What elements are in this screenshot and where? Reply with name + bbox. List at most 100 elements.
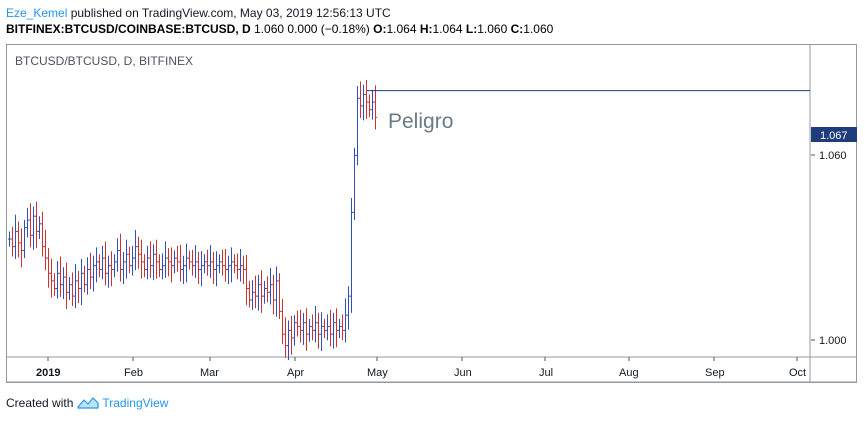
- symbol-name: BITFINEX:BTCUSD/COINBASE:BTCUSD, D: [6, 22, 251, 36]
- ohlc-bar: [17, 221, 20, 258]
- ohlc-bar: [71, 272, 74, 307]
- ohlc-bar: [38, 216, 41, 240]
- publish-line: Eze_Kemel published on TradingView.com, …: [6, 5, 856, 21]
- chart-header: Eze_Kemel published on TradingView.com, …: [6, 5, 856, 37]
- ohlc-bar: [179, 245, 182, 282]
- ohlc-bar: [224, 248, 227, 282]
- ohlc-bar: [287, 320, 290, 361]
- ohlc-bar: [278, 273, 281, 319]
- ohlc-bar: [290, 315, 293, 355]
- ohlc-bar: [233, 254, 236, 274]
- ohlc-bar: [182, 255, 185, 284]
- price-change: 0.000 (−0.18%): [287, 22, 370, 36]
- low-value: 1.060: [477, 22, 508, 36]
- time-tick-sep: Sep: [705, 367, 725, 379]
- ohlc-bar: [32, 206, 35, 250]
- high-label: H:: [419, 22, 433, 36]
- ohlc-bar: [44, 229, 47, 271]
- footer: Created with TradingView: [6, 396, 168, 410]
- ohlc-bar: [299, 309, 302, 343]
- ohlc-bar: [347, 286, 350, 330]
- price-chart[interactable]: BTCUSD/BTCUSD, D, BITFINEX Peligro 1.067…: [7, 45, 857, 382]
- hline-price-label-bg: [811, 127, 857, 142]
- hline-price-label: 1.067: [820, 130, 848, 142]
- tradingview-logo-icon: [77, 397, 99, 409]
- ohlc-bar: [269, 267, 272, 305]
- ohlc-bar: [119, 233, 122, 282]
- ohlc-bar: [359, 81, 362, 119]
- ohlc-bar: [266, 276, 269, 303]
- last-price: 1.060: [254, 22, 285, 36]
- ohlc-bar: [146, 245, 149, 280]
- ohlc-bar: [311, 314, 314, 341]
- ohlc-bar: [35, 201, 38, 249]
- close-label: C:: [510, 22, 524, 36]
- ohlc-bar: [365, 80, 368, 119]
- ohlc-bar: [281, 299, 284, 345]
- time-tick-jul: Jul: [539, 367, 553, 379]
- ohlc-bar: [53, 273, 56, 297]
- ohlc-bar: [314, 306, 317, 343]
- low-label: L:: [465, 22, 478, 36]
- ohlc-bar: [155, 239, 158, 279]
- time-tick-mar: Mar: [200, 367, 219, 379]
- open-label: O:: [373, 22, 387, 36]
- time-tick-aug: Aug: [619, 367, 639, 379]
- ohlc-bar: [50, 258, 53, 298]
- time-tick-may: May: [367, 367, 388, 379]
- chart-frame: [6, 44, 857, 383]
- ohlc-bar: [272, 274, 275, 315]
- ohlc-bar: [257, 274, 260, 311]
- ohlc-bar: [353, 147, 356, 221]
- ohlc-bar: [125, 239, 128, 279]
- ohlc-bar: [302, 312, 305, 345]
- ohlc-bar: [227, 255, 230, 284]
- ohlc-bar: [14, 214, 17, 259]
- price-bars: [8, 80, 377, 361]
- ohlc-bar: [86, 257, 89, 295]
- ohlc-bar: [317, 312, 320, 349]
- ohlc-bar: [350, 197, 353, 313]
- ohlc-bar: [29, 203, 32, 248]
- ohlc-bar: [332, 312, 335, 349]
- ohlc-bar: [170, 247, 173, 283]
- ohlc-bar: [248, 280, 251, 308]
- ohlc-bar: [47, 248, 50, 288]
- author-link[interactable]: Eze_Kemel: [6, 6, 68, 20]
- ohlc-bar: [254, 275, 257, 309]
- ohlc-bar: [113, 254, 116, 278]
- ohlc-bar: [194, 245, 197, 278]
- tradingview-brand-link[interactable]: TradingView: [102, 396, 169, 410]
- ohlc-bar: [80, 258, 83, 306]
- ohlc-bar: [110, 251, 113, 287]
- close-value: 1.060: [523, 22, 554, 36]
- ohlc-bar: [236, 253, 239, 280]
- ohlc-bar: [191, 249, 194, 276]
- annotation-peligro[interactable]: Peligro: [388, 110, 453, 133]
- ohlc-bar: [308, 318, 311, 342]
- ohlc-bar: [341, 314, 344, 341]
- ohlc-bar: [209, 245, 212, 278]
- high-value: 1.064: [432, 22, 463, 36]
- ohlc-bar: [335, 308, 338, 348]
- ohlc-bar: [59, 256, 62, 297]
- ohlc-bar: [218, 254, 221, 274]
- ohlc-bar: [158, 254, 161, 278]
- ohlc-bar: [374, 85, 377, 130]
- time-tick-feb: Feb: [124, 367, 143, 379]
- ohlc-bar: [275, 266, 278, 317]
- ohlc-bar: [128, 246, 131, 274]
- ohlc-bar: [104, 241, 107, 286]
- ohlc-bar: [176, 245, 179, 272]
- ohlc-bar: [11, 226, 14, 257]
- published-text: published on TradingView.com, May 03, 20…: [67, 6, 391, 20]
- price-tick-1000: 1.000: [819, 335, 847, 347]
- ohlc-bar: [23, 220, 26, 259]
- ohlc-bar: [305, 308, 308, 351]
- ohlc-bar: [284, 317, 287, 358]
- ohlc-bar: [323, 318, 326, 338]
- ohlc-bar: [83, 265, 86, 293]
- ohlc-bar: [245, 255, 248, 306]
- ohlc-bar: [41, 211, 44, 257]
- ohlc-bar: [212, 251, 215, 284]
